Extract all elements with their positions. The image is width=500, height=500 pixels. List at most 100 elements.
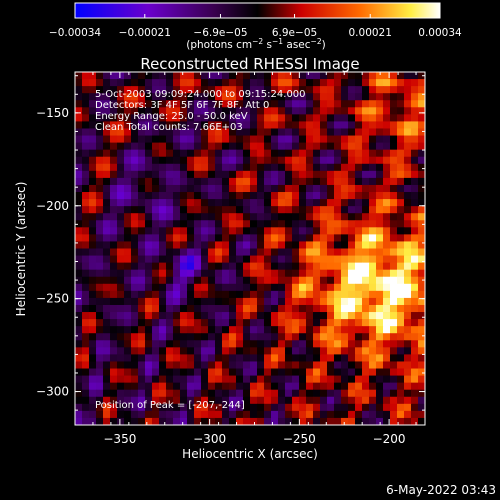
heatmap-cell <box>418 403 426 412</box>
heatmap-cell <box>103 142 111 151</box>
heatmap-cell <box>229 255 237 264</box>
heatmap-cell <box>306 220 314 228</box>
heatmap-cell <box>96 410 104 419</box>
heatmap-cell <box>201 248 209 256</box>
heatmap-cell <box>187 234 195 242</box>
heatmap-cell <box>257 86 265 94</box>
heatmap-cell <box>313 347 321 355</box>
heatmap-cell <box>236 312 244 320</box>
heatmap-cell <box>285 375 293 384</box>
heatmap-cell <box>236 304 244 313</box>
heatmap-cell <box>418 156 426 165</box>
heatmap-cell <box>292 290 300 299</box>
heatmap-cell <box>292 410 300 419</box>
heatmap-cell <box>327 72 335 80</box>
heatmap-cell <box>292 269 300 278</box>
heatmap-cell <box>152 389 160 398</box>
heatmap-cell <box>397 255 405 264</box>
heatmap-cell <box>369 79 377 87</box>
heatmap-cell <box>187 213 195 221</box>
heatmap-cell <box>229 276 237 285</box>
heatmap-cell <box>201 312 209 320</box>
heatmap-cell <box>124 220 132 228</box>
heatmap-cell <box>397 340 405 348</box>
heatmap-cell <box>222 375 230 384</box>
heatmap-cell <box>264 403 272 412</box>
heatmap-cell <box>411 297 419 306</box>
heatmap-cell <box>327 333 335 341</box>
heatmap-cell <box>299 333 307 341</box>
heatmap-cell <box>299 128 307 136</box>
heatmap-cell <box>236 326 244 334</box>
heatmap-cell <box>376 142 384 151</box>
heatmap-cell <box>187 410 195 419</box>
heatmap-cell <box>236 347 244 355</box>
heatmap-cell <box>194 333 202 341</box>
heatmap-cell <box>362 142 370 151</box>
heatmap-cell <box>250 319 258 327</box>
heatmap-cell <box>355 206 363 214</box>
heatmap-cell <box>327 128 335 136</box>
heatmap-cell <box>166 326 174 334</box>
heatmap-cell <box>173 375 181 384</box>
heatmap-cell <box>103 262 111 271</box>
heatmap-cell <box>208 220 216 228</box>
heatmap-cell <box>152 312 160 320</box>
heatmap-cell <box>215 276 223 285</box>
heatmap-cell <box>306 375 314 384</box>
heatmap-cell <box>222 93 230 101</box>
heatmap-cell <box>362 382 370 391</box>
heatmap-cell <box>327 262 335 271</box>
heatmap-cell <box>320 276 328 285</box>
heatmap-cell <box>257 114 265 122</box>
heatmap-cell <box>327 382 335 391</box>
heatmap-cell <box>201 177 209 186</box>
heatmap-cell <box>89 347 97 355</box>
heatmap-cell <box>250 361 258 369</box>
heatmap-cell <box>418 192 426 200</box>
heatmap-cell <box>103 248 111 256</box>
heatmap-cell <box>299 347 307 355</box>
heatmap-cell <box>369 283 377 292</box>
heatmap-cell <box>404 347 412 355</box>
heatmap-cell <box>103 361 111 369</box>
heatmap-cell <box>229 72 237 80</box>
heatmap-cell <box>173 255 181 264</box>
heatmap-cell <box>96 269 104 278</box>
heatmap-cell <box>313 114 321 122</box>
heatmap-cell <box>222 72 230 80</box>
heatmap-cell <box>229 262 237 271</box>
heatmap-cell <box>194 93 202 101</box>
heatmap-cell <box>404 262 412 271</box>
heatmap-cell <box>250 389 258 398</box>
heatmap-cell <box>215 333 223 341</box>
heatmap-cell <box>96 128 104 136</box>
heatmap-cell <box>138 184 146 193</box>
heatmap-cell <box>159 114 167 122</box>
heatmap-cell <box>355 213 363 221</box>
heatmap-cell <box>285 199 293 207</box>
heatmap-cell <box>257 290 265 299</box>
heatmap-cell <box>278 361 286 369</box>
heatmap-cell <box>390 361 398 369</box>
heatmap-cell <box>201 340 209 348</box>
heatmap-cell <box>292 248 300 256</box>
heatmap-cell <box>145 326 153 334</box>
heatmap-cell <box>411 79 419 87</box>
heatmap-cell <box>257 375 265 384</box>
heatmap-cell <box>362 149 370 158</box>
heatmap-cell <box>285 389 293 398</box>
heatmap-cell <box>89 100 97 108</box>
heatmap-cell <box>208 410 216 419</box>
heatmap-cell <box>124 403 132 412</box>
heatmap-cell <box>166 333 174 341</box>
heatmap-cell <box>208 354 216 362</box>
heatmap-cell <box>362 326 370 334</box>
heatmap-cell <box>397 333 405 341</box>
heatmap-cell <box>264 227 272 235</box>
heatmap-cell <box>411 100 419 108</box>
heatmap-cell <box>299 312 307 320</box>
heatmap-cell <box>418 297 426 306</box>
heatmap-cell <box>299 220 307 228</box>
heatmap-cell <box>243 135 251 143</box>
